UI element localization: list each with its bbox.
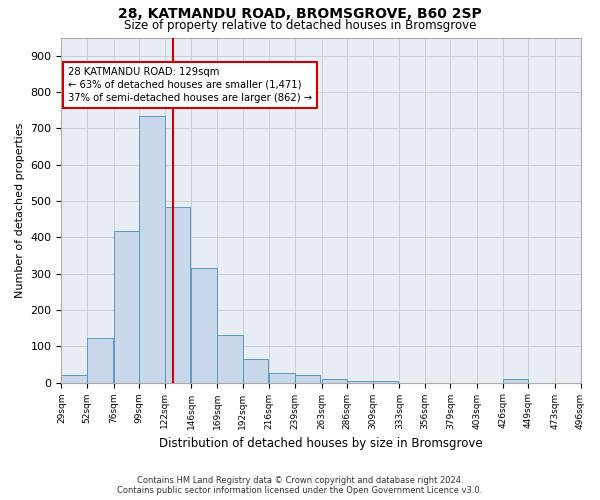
Bar <box>61 376 87 382</box>
Bar <box>373 381 398 382</box>
Text: 28, KATMANDU ROAD, BROMSGROVE, B60 2SP: 28, KATMANDU ROAD, BROMSGROVE, B60 2SP <box>118 8 482 22</box>
Bar <box>242 358 268 382</box>
Text: Contains HM Land Registry data © Crown copyright and database right 2024.
Contai: Contains HM Land Registry data © Crown c… <box>118 476 482 495</box>
Bar <box>139 116 165 382</box>
Bar <box>347 381 373 382</box>
Bar <box>295 376 320 382</box>
Y-axis label: Number of detached properties: Number of detached properties <box>15 122 25 298</box>
Text: 28 KATMANDU ROAD: 129sqm
← 63% of detached houses are smaller (1,471)
37% of sem: 28 KATMANDU ROAD: 129sqm ← 63% of detach… <box>68 66 312 103</box>
Bar <box>87 338 113 382</box>
Bar <box>269 374 295 382</box>
Bar <box>165 207 190 382</box>
Bar <box>322 379 347 382</box>
Bar <box>503 379 528 382</box>
X-axis label: Distribution of detached houses by size in Bromsgrove: Distribution of detached houses by size … <box>159 437 483 450</box>
Bar <box>217 335 242 382</box>
Text: Size of property relative to detached houses in Bromsgrove: Size of property relative to detached ho… <box>124 18 476 32</box>
Bar <box>113 230 139 382</box>
Bar <box>191 268 217 382</box>
